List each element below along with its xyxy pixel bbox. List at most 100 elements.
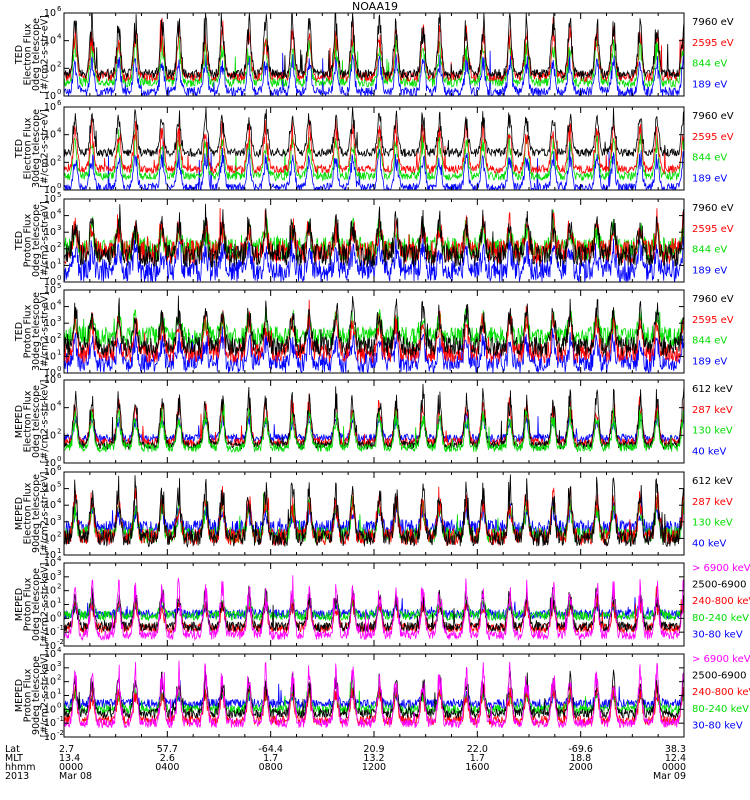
y-tick-exponent: 0 — [57, 455, 61, 463]
y-tick-exponent: 2 — [57, 154, 61, 162]
x-axis-value: 2.7 — [59, 744, 74, 755]
y-tick-label: 10 — [44, 194, 56, 205]
y-axis-label: 90deg telescope — [31, 474, 42, 553]
y-tick-label: 10 — [44, 586, 56, 597]
y-axis-label: Electron Flux — [23, 23, 34, 85]
y-tick-label: 10 — [44, 649, 56, 660]
y-tick-exponent: 4 — [57, 555, 62, 563]
legend-entry: 80-240 keV — [692, 704, 749, 715]
series-line — [64, 474, 684, 548]
series-line — [64, 323, 684, 373]
y-tick-exponent: 6 — [57, 99, 62, 107]
y-tick-label: 10 — [44, 351, 56, 362]
y-axis-label: MEPED — [14, 588, 25, 621]
y-tick-label: 10 — [44, 260, 56, 271]
y-tick-exponent: 3 — [57, 569, 61, 577]
y-tick-exponent: 2 — [57, 530, 61, 538]
y-tick-label: 10 — [44, 157, 56, 168]
y-axis-label: [#/cm2-s-str-eV] — [40, 292, 51, 371]
y-tick-label: 10 — [44, 277, 56, 288]
y-axis-label: MEPED — [14, 497, 25, 530]
x-axis-value: 0000 — [59, 762, 83, 773]
legend-entry: 844 eV — [692, 59, 727, 70]
x-axis-value: Mar 08 — [59, 771, 92, 782]
y-tick-label: 10 — [44, 403, 56, 414]
series-line — [64, 118, 684, 175]
y-tick-label: 10 — [44, 677, 56, 688]
y-axis-label: [#/cm2-s-str-eV] — [40, 201, 51, 280]
y-tick-exponent: 5 — [57, 191, 61, 199]
y-tick-label: 10 — [44, 600, 56, 611]
series-line — [64, 411, 684, 444]
series-line — [64, 660, 684, 729]
y-tick-exponent: 6 — [57, 464, 62, 472]
legend-entry: 7960 eV — [692, 17, 734, 28]
legend-entry: 2595 eV — [692, 132, 734, 143]
y-tick-exponent: 3 — [57, 315, 61, 323]
legend-entry: 287 keV — [692, 497, 733, 508]
y-tick-exponent: 6 — [57, 5, 62, 13]
y-tick-label: 10 — [44, 558, 56, 569]
y-tick-exponent: 0 — [57, 182, 61, 190]
y-axis-label: TED — [14, 139, 25, 159]
x-axis-value: 57.7 — [157, 744, 178, 755]
y-tick-label: 10 — [44, 102, 56, 113]
y-axis-label: Proton Flux — [23, 304, 34, 358]
series-line — [64, 596, 684, 622]
legend-entry: 40 keV — [692, 446, 726, 457]
legend-entry: 287 keV — [692, 405, 733, 416]
y-tick-exponent: 1 — [57, 257, 61, 265]
y-tick-label: 10 — [44, 244, 56, 255]
y-tick-label: 10 — [44, 130, 56, 141]
y-tick-label: 10 — [44, 613, 56, 624]
y-tick-label: 10 — [44, 302, 56, 313]
y-axis-label: 0deg telescope — [31, 568, 42, 641]
y-tick-label: 10 — [44, 718, 56, 729]
y-axis-label: MEPED — [14, 679, 25, 712]
legend-entry: 130 keV — [692, 426, 733, 437]
legend-entry: 80-240 keV — [692, 613, 749, 624]
y-axis-label: [#/cm2-s-str-eV] — [40, 109, 51, 188]
legend-entry: 612 keV — [692, 384, 733, 395]
y-axis-label: TED — [14, 322, 25, 342]
legend-entry: 2500-6900 — [692, 671, 747, 682]
y-axis-label: Electron Flux — [23, 390, 34, 452]
y-tick-exponent: 3 — [57, 224, 61, 232]
y-axis-label: 90deg telescope — [31, 656, 42, 735]
y-tick-label: 10 — [44, 533, 56, 544]
y-axis-label: 30deg telescope — [31, 109, 42, 188]
x-axis-row-label: hhmm — [5, 762, 36, 773]
x-axis-value: 2000 — [569, 762, 593, 773]
y-tick-exponent: 4 — [57, 33, 62, 41]
y-tick-exponent: 0 — [57, 610, 61, 618]
y-axis-label: 0deg telescope — [31, 18, 42, 91]
y-tick-exponent: 1 — [57, 597, 61, 605]
y-tick-label: 10 — [44, 63, 56, 74]
y-tick-exponent: 4 — [57, 400, 62, 408]
y-tick-exponent: 1 — [57, 547, 61, 555]
x-axis-value: 13.2 — [363, 753, 384, 764]
x-axis-value: 1.7 — [263, 753, 278, 764]
y-tick-label: 10 — [44, 517, 56, 528]
y-tick-exponent: 5 — [57, 282, 61, 290]
legend-entry: 189 eV — [692, 356, 727, 367]
y-tick-exponent: -2 — [57, 729, 64, 737]
x-axis-value: 0400 — [155, 762, 179, 773]
y-tick-exponent: 3 — [57, 514, 61, 522]
legend-entry: 2595 eV — [692, 38, 734, 49]
legend-entry: 2500-6900 — [692, 580, 747, 591]
series-line — [64, 207, 684, 266]
series-line — [64, 575, 684, 642]
x-axis-value: -64.4 — [258, 744, 283, 755]
y-tick-exponent: 2 — [57, 427, 61, 435]
y-tick-label: 10 — [44, 285, 56, 296]
y-tick-exponent: 5 — [57, 481, 61, 489]
legend-entry: 189 eV — [692, 173, 727, 184]
y-tick-label: 10 — [44, 663, 56, 674]
y-tick-label: 10 — [44, 36, 56, 47]
legend-entry: 189 eV — [692, 79, 727, 90]
x-axis-value: 0800 — [259, 762, 283, 773]
